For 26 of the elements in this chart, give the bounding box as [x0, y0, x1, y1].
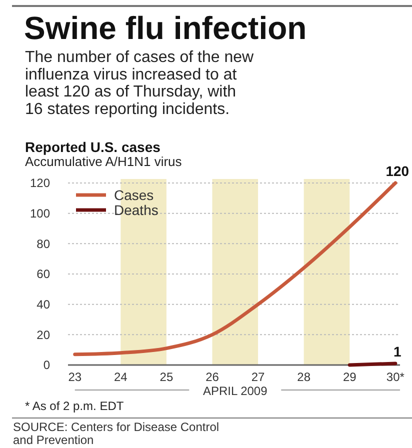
legend-label: Cases — [114, 186, 154, 203]
y-tick-label: 80 — [36, 236, 50, 251]
x-tick-label: 28 — [297, 370, 311, 384]
y-tick-label: 40 — [36, 298, 50, 312]
y-tick-label: 0 — [43, 358, 50, 372]
data-label: 1 — [394, 343, 402, 360]
text: Accumulative A/H1N1 virus — [25, 154, 182, 169]
text: * As of 2 p.m. EDT — [25, 399, 124, 413]
source-note: SOURCE: Centers for Disease Control and Prevention — [13, 420, 220, 447]
y-tick-label: 100 — [30, 206, 50, 221]
x-tick-label: 29 — [342, 370, 357, 384]
x-tick-label: 30* — [386, 370, 405, 384]
chart-title: Swine flu infection — [24, 10, 307, 46]
x-axis-title: APRIL 2009 — [203, 384, 268, 398]
x-tick-label: 26 — [206, 370, 220, 384]
y-tick-label: 20 — [36, 328, 50, 342]
x-tick-label: 24 — [114, 370, 128, 384]
chart-subtitle: The number of cases of the new influenza virus increased to at least 120 as of Thursday, with 16 states reporting incidents. — [25, 49, 254, 118]
x-tick-label: 27 — [251, 370, 266, 384]
x-tick-label: 25 — [160, 370, 174, 384]
x-tick-label: 23 — [68, 370, 82, 384]
data-label: 120 — [386, 163, 410, 179]
legend-label: Deaths — [114, 202, 158, 218]
y-tick-label: 60 — [36, 267, 50, 282]
text: Reported U.S. cases — [25, 139, 161, 155]
y-tick-label: 120 — [30, 176, 50, 190]
